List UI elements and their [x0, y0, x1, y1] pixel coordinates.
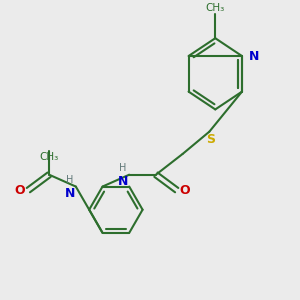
- Text: CH₃: CH₃: [40, 152, 59, 162]
- Text: O: O: [14, 184, 25, 197]
- Text: H: H: [119, 163, 127, 173]
- Text: H: H: [66, 175, 74, 185]
- Text: N: N: [248, 50, 259, 62]
- Text: N: N: [65, 187, 75, 200]
- Text: N: N: [118, 175, 129, 188]
- Text: S: S: [206, 133, 215, 146]
- Text: O: O: [180, 184, 190, 197]
- Text: CH₃: CH₃: [206, 3, 225, 13]
